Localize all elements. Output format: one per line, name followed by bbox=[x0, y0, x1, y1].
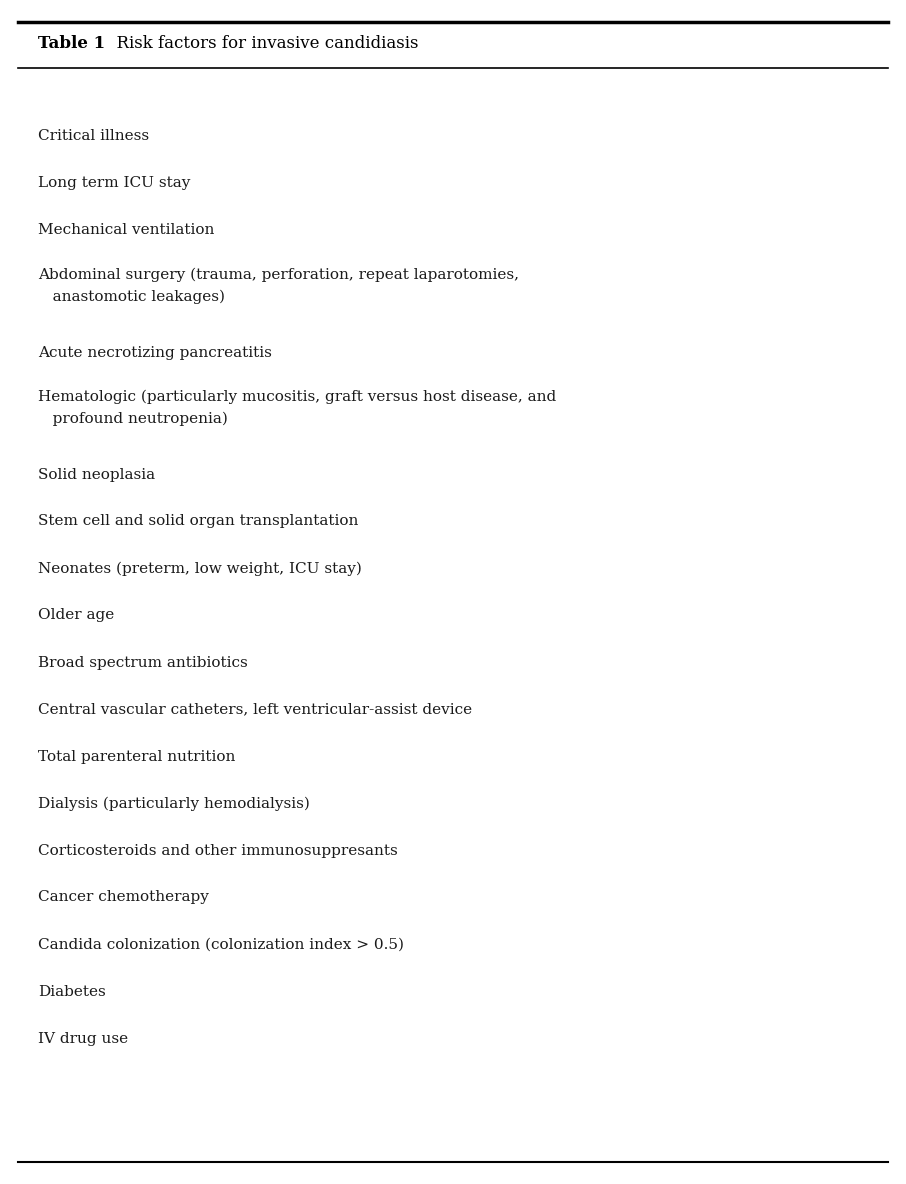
Text: Older age: Older age bbox=[38, 609, 114, 623]
Text: Mechanical ventilation: Mechanical ventilation bbox=[38, 224, 215, 238]
Text: Candida colonization (colonization index > 0.5): Candida colonization (colonization index… bbox=[38, 938, 404, 952]
Text: Stem cell and solid organ transplantation: Stem cell and solid organ transplantatio… bbox=[38, 515, 359, 528]
Text: Acute necrotizing pancreatitis: Acute necrotizing pancreatitis bbox=[38, 346, 272, 360]
Text: Solid neoplasia: Solid neoplasia bbox=[38, 468, 155, 482]
Text: Neonates (preterm, low weight, ICU stay): Neonates (preterm, low weight, ICU stay) bbox=[38, 561, 361, 575]
Text: IV drug use: IV drug use bbox=[38, 1031, 128, 1045]
Text: Long term ICU stay: Long term ICU stay bbox=[38, 176, 190, 191]
Text: Table 1: Table 1 bbox=[38, 36, 105, 52]
Text: Critical illness: Critical illness bbox=[38, 129, 149, 143]
Text: Corticosteroids and other immunosuppresants: Corticosteroids and other immunosuppresa… bbox=[38, 843, 398, 857]
Text: Central vascular catheters, left ventricular-assist device: Central vascular catheters, left ventric… bbox=[38, 702, 472, 716]
Text: Cancer chemotherapy: Cancer chemotherapy bbox=[38, 890, 209, 905]
Text: Abdominal surgery (trauma, perforation, repeat laparotomies,
   anastomotic leak: Abdominal surgery (trauma, perforation, … bbox=[38, 268, 519, 303]
Text: Dialysis (particularly hemodialysis): Dialysis (particularly hemodialysis) bbox=[38, 797, 310, 811]
Text: Total parenteral nutrition: Total parenteral nutrition bbox=[38, 749, 236, 764]
Text: Broad spectrum antibiotics: Broad spectrum antibiotics bbox=[38, 656, 247, 669]
Text: Risk factors for invasive candidiasis: Risk factors for invasive candidiasis bbox=[106, 36, 419, 52]
Text: Hematologic (particularly mucositis, graft versus host disease, and
   profound : Hematologic (particularly mucositis, gra… bbox=[38, 390, 556, 425]
Text: Diabetes: Diabetes bbox=[38, 985, 106, 998]
